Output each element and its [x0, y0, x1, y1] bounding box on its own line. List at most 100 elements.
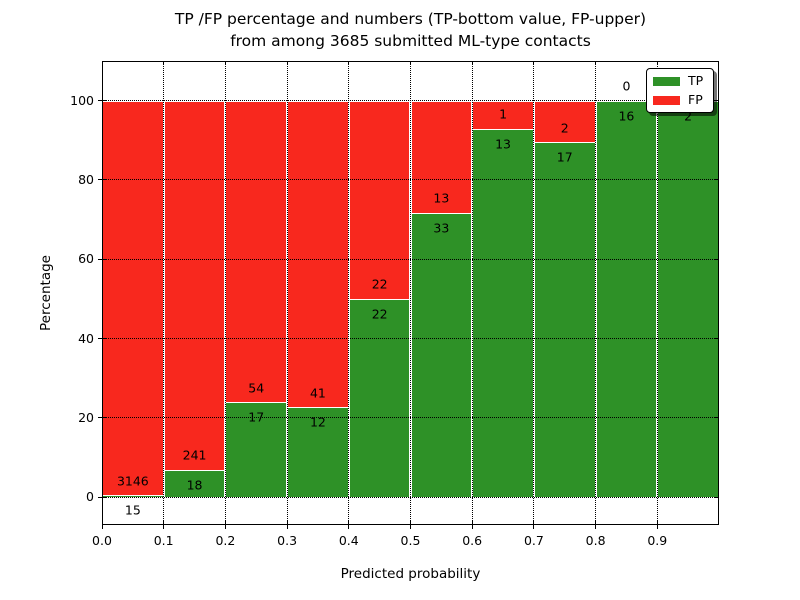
- bar-segment-fp: [348, 100, 411, 299]
- legend-item-fp: FP: [653, 92, 707, 108]
- y-tick-mark-right: [715, 100, 719, 102]
- plot-area: 31461524118541741122222133311321701602: [102, 61, 719, 525]
- v-gridline: [224, 61, 226, 525]
- x-tick-label: 0.8: [585, 533, 606, 548]
- v-gridline: [348, 61, 350, 525]
- x-tick-mark: [101, 521, 103, 529]
- x-tick-mark-top: [656, 61, 658, 65]
- x-tick-mark-top: [224, 61, 226, 65]
- y-tick-mark-right: [715, 496, 719, 498]
- x-tick-label: 0.5: [400, 533, 421, 548]
- bar-segment-fp: [225, 100, 288, 403]
- y-tick-mark: [98, 417, 106, 419]
- x-tick-mark-top: [410, 61, 411, 65]
- bar-segment-tp: [533, 142, 596, 498]
- legend-item-tp: TP: [653, 73, 707, 89]
- bar-segment-fp: [287, 100, 349, 408]
- x-tick-mark: [656, 521, 658, 529]
- tp-count-label: 17: [248, 409, 265, 425]
- fp-count-label: 54: [248, 380, 265, 396]
- bar-segment-fp: [410, 100, 473, 213]
- fp-count-label: 241: [182, 447, 207, 463]
- v-gridline: [163, 61, 165, 525]
- x-tick-mark-top: [595, 61, 597, 65]
- x-tick-label: 0.1: [153, 533, 174, 548]
- y-tick-mark: [98, 338, 106, 340]
- x-tick-mark: [533, 521, 535, 529]
- y-tick-mark-right: [715, 338, 719, 340]
- legend-label-tp: TP: [688, 73, 704, 88]
- bar-segment-fp: [472, 100, 534, 129]
- x-tick-label: 0.3: [277, 533, 298, 548]
- x-tick-label: 0.2: [215, 533, 236, 548]
- x-tick-label: 0.0: [92, 533, 112, 548]
- fp-count-label: 22: [371, 276, 388, 292]
- v-gridline: [595, 61, 597, 525]
- y-tick-label: 40: [78, 330, 94, 346]
- tp-color-swatch: [653, 76, 680, 86]
- v-gridline: [471, 61, 473, 525]
- tp-count-label: 16: [618, 108, 635, 124]
- bar-segment-tp: [348, 298, 411, 498]
- tp-count-label: 22: [371, 306, 388, 322]
- tp-count-label: 13: [495, 136, 511, 152]
- fp-count-label: 1: [499, 106, 508, 122]
- bar-segment-tp: [287, 407, 349, 498]
- bar-segment-fp: [163, 100, 226, 470]
- y-tick-label: 60: [78, 251, 94, 267]
- tp-count-label: 2: [684, 108, 693, 124]
- fp-color-swatch: [653, 95, 680, 105]
- bar-segment-tp: [595, 100, 658, 498]
- x-tick-mark-top: [101, 61, 103, 65]
- chart-title-line1: TP /FP percentage and numbers (TP-bottom…: [174, 10, 647, 28]
- chart-title: TP /FP percentage and numbers (TP-bottom…: [102, 8, 719, 52]
- x-tick-label: 0.9: [647, 533, 668, 548]
- legend: TP FP: [646, 68, 714, 113]
- x-tick-mark: [286, 521, 288, 529]
- tp-count-label: 18: [186, 477, 203, 493]
- y-tick-mark: [98, 100, 106, 102]
- y-tick-mark-right: [715, 258, 719, 260]
- x-tick-mark: [163, 521, 165, 529]
- x-tick-label: 0.6: [462, 533, 483, 548]
- x-tick-mark: [410, 521, 411, 529]
- fp-count-label: 3146: [116, 473, 149, 489]
- v-gridline: [533, 61, 535, 525]
- y-tick-mark: [98, 258, 106, 260]
- y-tick-mark-right: [715, 417, 719, 419]
- tp-count-label: 15: [124, 502, 141, 518]
- y-tick-mark: [98, 179, 106, 181]
- x-tick-label: 0.4: [338, 533, 359, 548]
- y-tick-mark-right: [715, 179, 719, 181]
- tp-count-label: 17: [556, 149, 573, 165]
- y-tick-label: 80: [78, 171, 94, 187]
- v-gridline: [656, 61, 658, 525]
- bar-segment-tp: [472, 128, 534, 498]
- v-gridline: [410, 61, 411, 525]
- bar-segment-tp: [657, 100, 719, 498]
- x-tick-mark-top: [533, 61, 535, 65]
- x-tick-mark-top: [471, 61, 473, 65]
- x-tick-mark: [348, 521, 350, 529]
- x-tick-mark: [595, 521, 597, 529]
- x-tick-mark-top: [163, 61, 165, 65]
- fp-count-label: 0: [622, 78, 631, 94]
- bar-segment-fp: [102, 100, 164, 496]
- bar-segment-tp: [410, 212, 473, 498]
- fp-count-label: 41: [309, 385, 326, 401]
- fp-count-label: 13: [433, 190, 450, 206]
- y-tick-label: 0: [86, 489, 94, 505]
- tp-count-label: 33: [433, 220, 450, 236]
- chart-title-line2: from among 3685 submitted ML-type contac…: [230, 32, 591, 50]
- y-tick-label: 20: [78, 409, 94, 425]
- x-tick-mark: [224, 521, 226, 529]
- x-tick-mark-top: [348, 61, 350, 65]
- y-tick-mark: [98, 496, 106, 498]
- v-gridline: [286, 61, 288, 525]
- fp-count-label: 2: [560, 120, 569, 136]
- tp-count-label: 12: [309, 414, 326, 430]
- x-axis-label: Predicted probability: [340, 566, 481, 582]
- x-tick-label: 0.7: [523, 533, 544, 548]
- y-tick-label: 100: [70, 92, 94, 108]
